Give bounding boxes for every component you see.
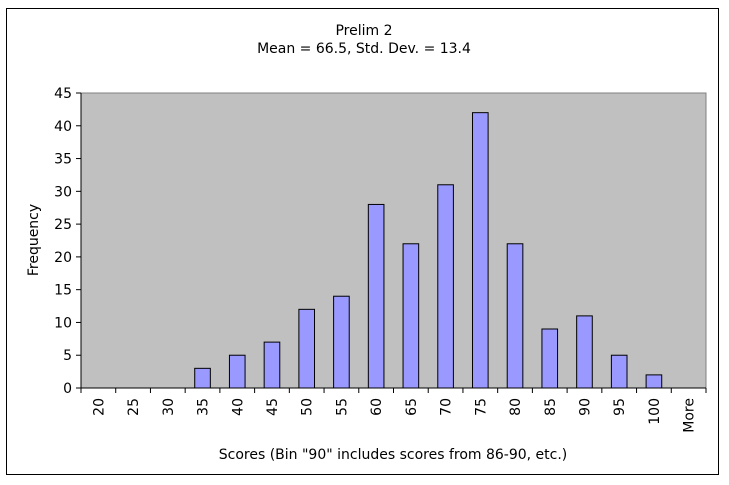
bar-60 (367, 203, 385, 389)
bar-90 (576, 315, 593, 389)
x-tick-label: 25 (126, 398, 142, 416)
x-tick-label: 70 (439, 398, 455, 416)
chart-subtitle: Mean = 66.5, Std. Dev. = 13.4 (257, 41, 471, 57)
bar-80 (506, 243, 524, 389)
bar-75 (471, 112, 489, 389)
y-axis: 0 5 10 15 20 25 30 35 40 45 (54, 86, 82, 397)
bar-85 (541, 328, 559, 389)
y-tick-label: 40 (54, 119, 72, 135)
x-tick-label: 100 (647, 398, 663, 425)
x-tick-label: 80 (508, 398, 524, 416)
y-tick-label: 10 (54, 315, 72, 331)
bar-45 (263, 341, 281, 389)
bar-65 (402, 243, 420, 389)
y-tick-label: 0 (63, 381, 72, 397)
bar-50 (298, 308, 316, 389)
y-tick-label: 45 (54, 86, 72, 102)
y-tick-label: 30 (54, 184, 72, 200)
bar-95 (610, 354, 628, 389)
x-tick-label: 45 (265, 398, 281, 416)
x-axis-label: Scores (Bin "90" includes scores from 86… (219, 447, 568, 463)
y-axis-label: Frequency (26, 204, 42, 276)
bars-group (194, 112, 663, 389)
bar-100 (645, 374, 663, 389)
y-tick-label: 25 (54, 217, 72, 233)
x-tick-label: 35 (196, 398, 212, 416)
x-tick-label: 95 (612, 398, 628, 416)
x-tick-label: More (682, 398, 698, 433)
y-tick-label: 20 (54, 250, 72, 266)
x-tick-label: 60 (369, 398, 385, 416)
plot-area (80, 92, 707, 389)
x-tick-label: 50 (300, 398, 316, 416)
x-axis: 20 25 30 35 40 45 50 55 60 65 70 75 80 85 90 95 100 More (80, 387, 707, 433)
y-tick-label: 15 (54, 283, 72, 299)
chart-title: Prelim 2 (335, 23, 392, 39)
bar-35 (194, 367, 211, 389)
x-tick-label: 40 (230, 398, 246, 416)
bar-55 (333, 295, 350, 389)
x-tick-label: 75 (473, 398, 489, 416)
y-tick-label: 35 (54, 152, 72, 168)
bar-40 (228, 354, 246, 389)
x-tick-label: 20 (91, 398, 107, 416)
x-tick-label: 30 (161, 398, 177, 416)
y-tick-label: 5 (63, 348, 72, 364)
x-tick-label: 85 (543, 398, 559, 416)
x-tick-label: 55 (334, 398, 350, 416)
x-tick-label: 90 (577, 398, 593, 416)
x-tick-label: 65 (404, 398, 420, 416)
bar-70 (437, 184, 454, 389)
